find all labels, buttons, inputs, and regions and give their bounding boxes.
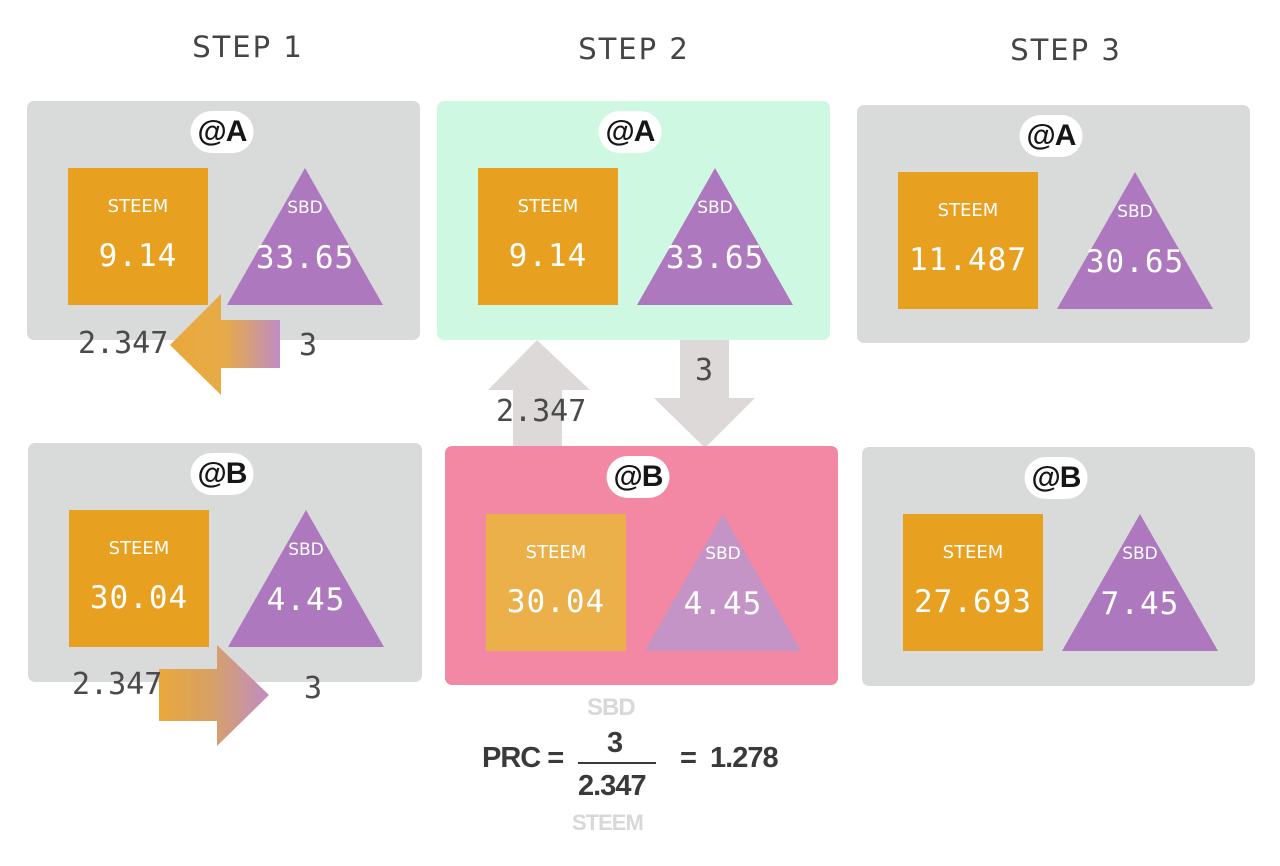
steem-label: STEEM xyxy=(937,200,999,221)
numerator-unit: SBD xyxy=(587,694,636,721)
account-handle: @A xyxy=(190,111,254,153)
sbd-value: 33.65 xyxy=(665,240,765,276)
formula-lhs: PRC = xyxy=(482,742,564,774)
sbd-balance-triangle: SBD 4.45 xyxy=(226,508,386,648)
steem-label: STEEM xyxy=(108,538,170,559)
steem-balance-box: STEEM 9.14 xyxy=(478,168,618,305)
sbd-label: SBD xyxy=(1117,202,1153,222)
steem-label: STEEM xyxy=(517,196,579,217)
sbd-value: 30.65 xyxy=(1085,244,1185,280)
steem-balance-box: STEEM 30.04 xyxy=(69,510,209,647)
step-2-up-amount: 2.347 xyxy=(496,394,587,429)
account-handle: @B xyxy=(190,453,254,495)
account-handle: @A xyxy=(598,111,662,153)
step-2-account-b-panel: @B STEEM 30.04 SBD 4.45 xyxy=(445,446,838,685)
step-2-down-amount: 3 xyxy=(695,353,714,388)
step-1-account-a-panel: @A STEEM 9.14 SBD 33.65 xyxy=(27,101,420,340)
sbd-balance-triangle: SBD 7.45 xyxy=(1060,512,1220,652)
sbd-value: 4.45 xyxy=(266,582,346,618)
steem-value: 30.04 xyxy=(89,580,189,616)
steem-label: STEEM xyxy=(525,542,587,563)
account-handle: @A xyxy=(1019,115,1083,157)
account-handle: @B xyxy=(606,456,670,498)
step-3-title: STEP 3 xyxy=(1010,33,1122,67)
sbd-label: SBD xyxy=(287,198,323,218)
formula-result: = 1.278 xyxy=(680,742,779,774)
steem-balance-box: STEEM 11.487 xyxy=(898,172,1038,309)
steem-value: 30.04 xyxy=(506,584,606,620)
step-3-account-a-panel: @A STEEM 11.487 SBD 30.65 xyxy=(857,105,1250,343)
account-handle: @B xyxy=(1024,457,1088,499)
steem-value: 9.14 xyxy=(98,238,178,274)
step-2-account-a-panel: @A STEEM 9.14 SBD 33.65 xyxy=(437,101,830,340)
step-1-a-sbd-sent: 3 xyxy=(299,328,318,363)
sbd-balance-triangle: SBD 33.65 xyxy=(635,166,795,306)
formula-numerator: 3 xyxy=(607,727,623,759)
step-1-a-steem-received: 2.347 xyxy=(78,326,169,361)
sbd-balance-triangle: SBD 33.65 xyxy=(225,166,385,306)
step-1-account-b-panel: @B STEEM 30.04 SBD 4.45 xyxy=(28,443,422,682)
steem-label: STEEM xyxy=(942,542,1004,563)
left-exchange-arrow xyxy=(170,294,280,395)
sbd-label: SBD xyxy=(288,540,324,560)
up-arrow xyxy=(488,340,590,446)
sbd-label: SBD xyxy=(697,198,733,218)
step-1-title: STEP 1 xyxy=(192,30,304,64)
denominator-unit: STEEM xyxy=(572,810,644,835)
sbd-value: 33.65 xyxy=(255,240,355,276)
sbd-label: SBD xyxy=(1122,544,1158,564)
sbd-balance-triangle: SBD 30.65 xyxy=(1055,170,1215,310)
steem-balance-box: STEEM 9.14 xyxy=(68,168,208,305)
fraction-bar xyxy=(578,762,656,764)
formula-denominator: 2.347 xyxy=(578,770,647,802)
steem-balance-box: STEEM 27.693 xyxy=(903,514,1043,651)
steem-value: 27.693 xyxy=(914,584,1032,620)
step-3-account-b-panel: @B STEEM 27.693 SBD 7.45 xyxy=(862,447,1255,686)
down-arrow xyxy=(654,338,755,448)
steem-value: 11.487 xyxy=(909,242,1027,278)
sbd-label: SBD xyxy=(705,544,741,564)
sbd-balance-triangle: SBD 4.45 xyxy=(643,512,803,652)
steem-label: STEEM xyxy=(107,196,169,217)
step-1-b-sbd-received: 3 xyxy=(304,671,323,706)
step-2-title: STEP 2 xyxy=(578,32,690,66)
steem-balance-box: STEEM 30.04 xyxy=(486,514,626,651)
sbd-value: 7.45 xyxy=(1100,586,1180,622)
right-exchange-arrow xyxy=(159,645,269,746)
sbd-value: 4.45 xyxy=(683,586,763,622)
step-1-b-steem-sent: 2.347 xyxy=(72,667,163,702)
steem-value: 9.14 xyxy=(508,238,588,274)
